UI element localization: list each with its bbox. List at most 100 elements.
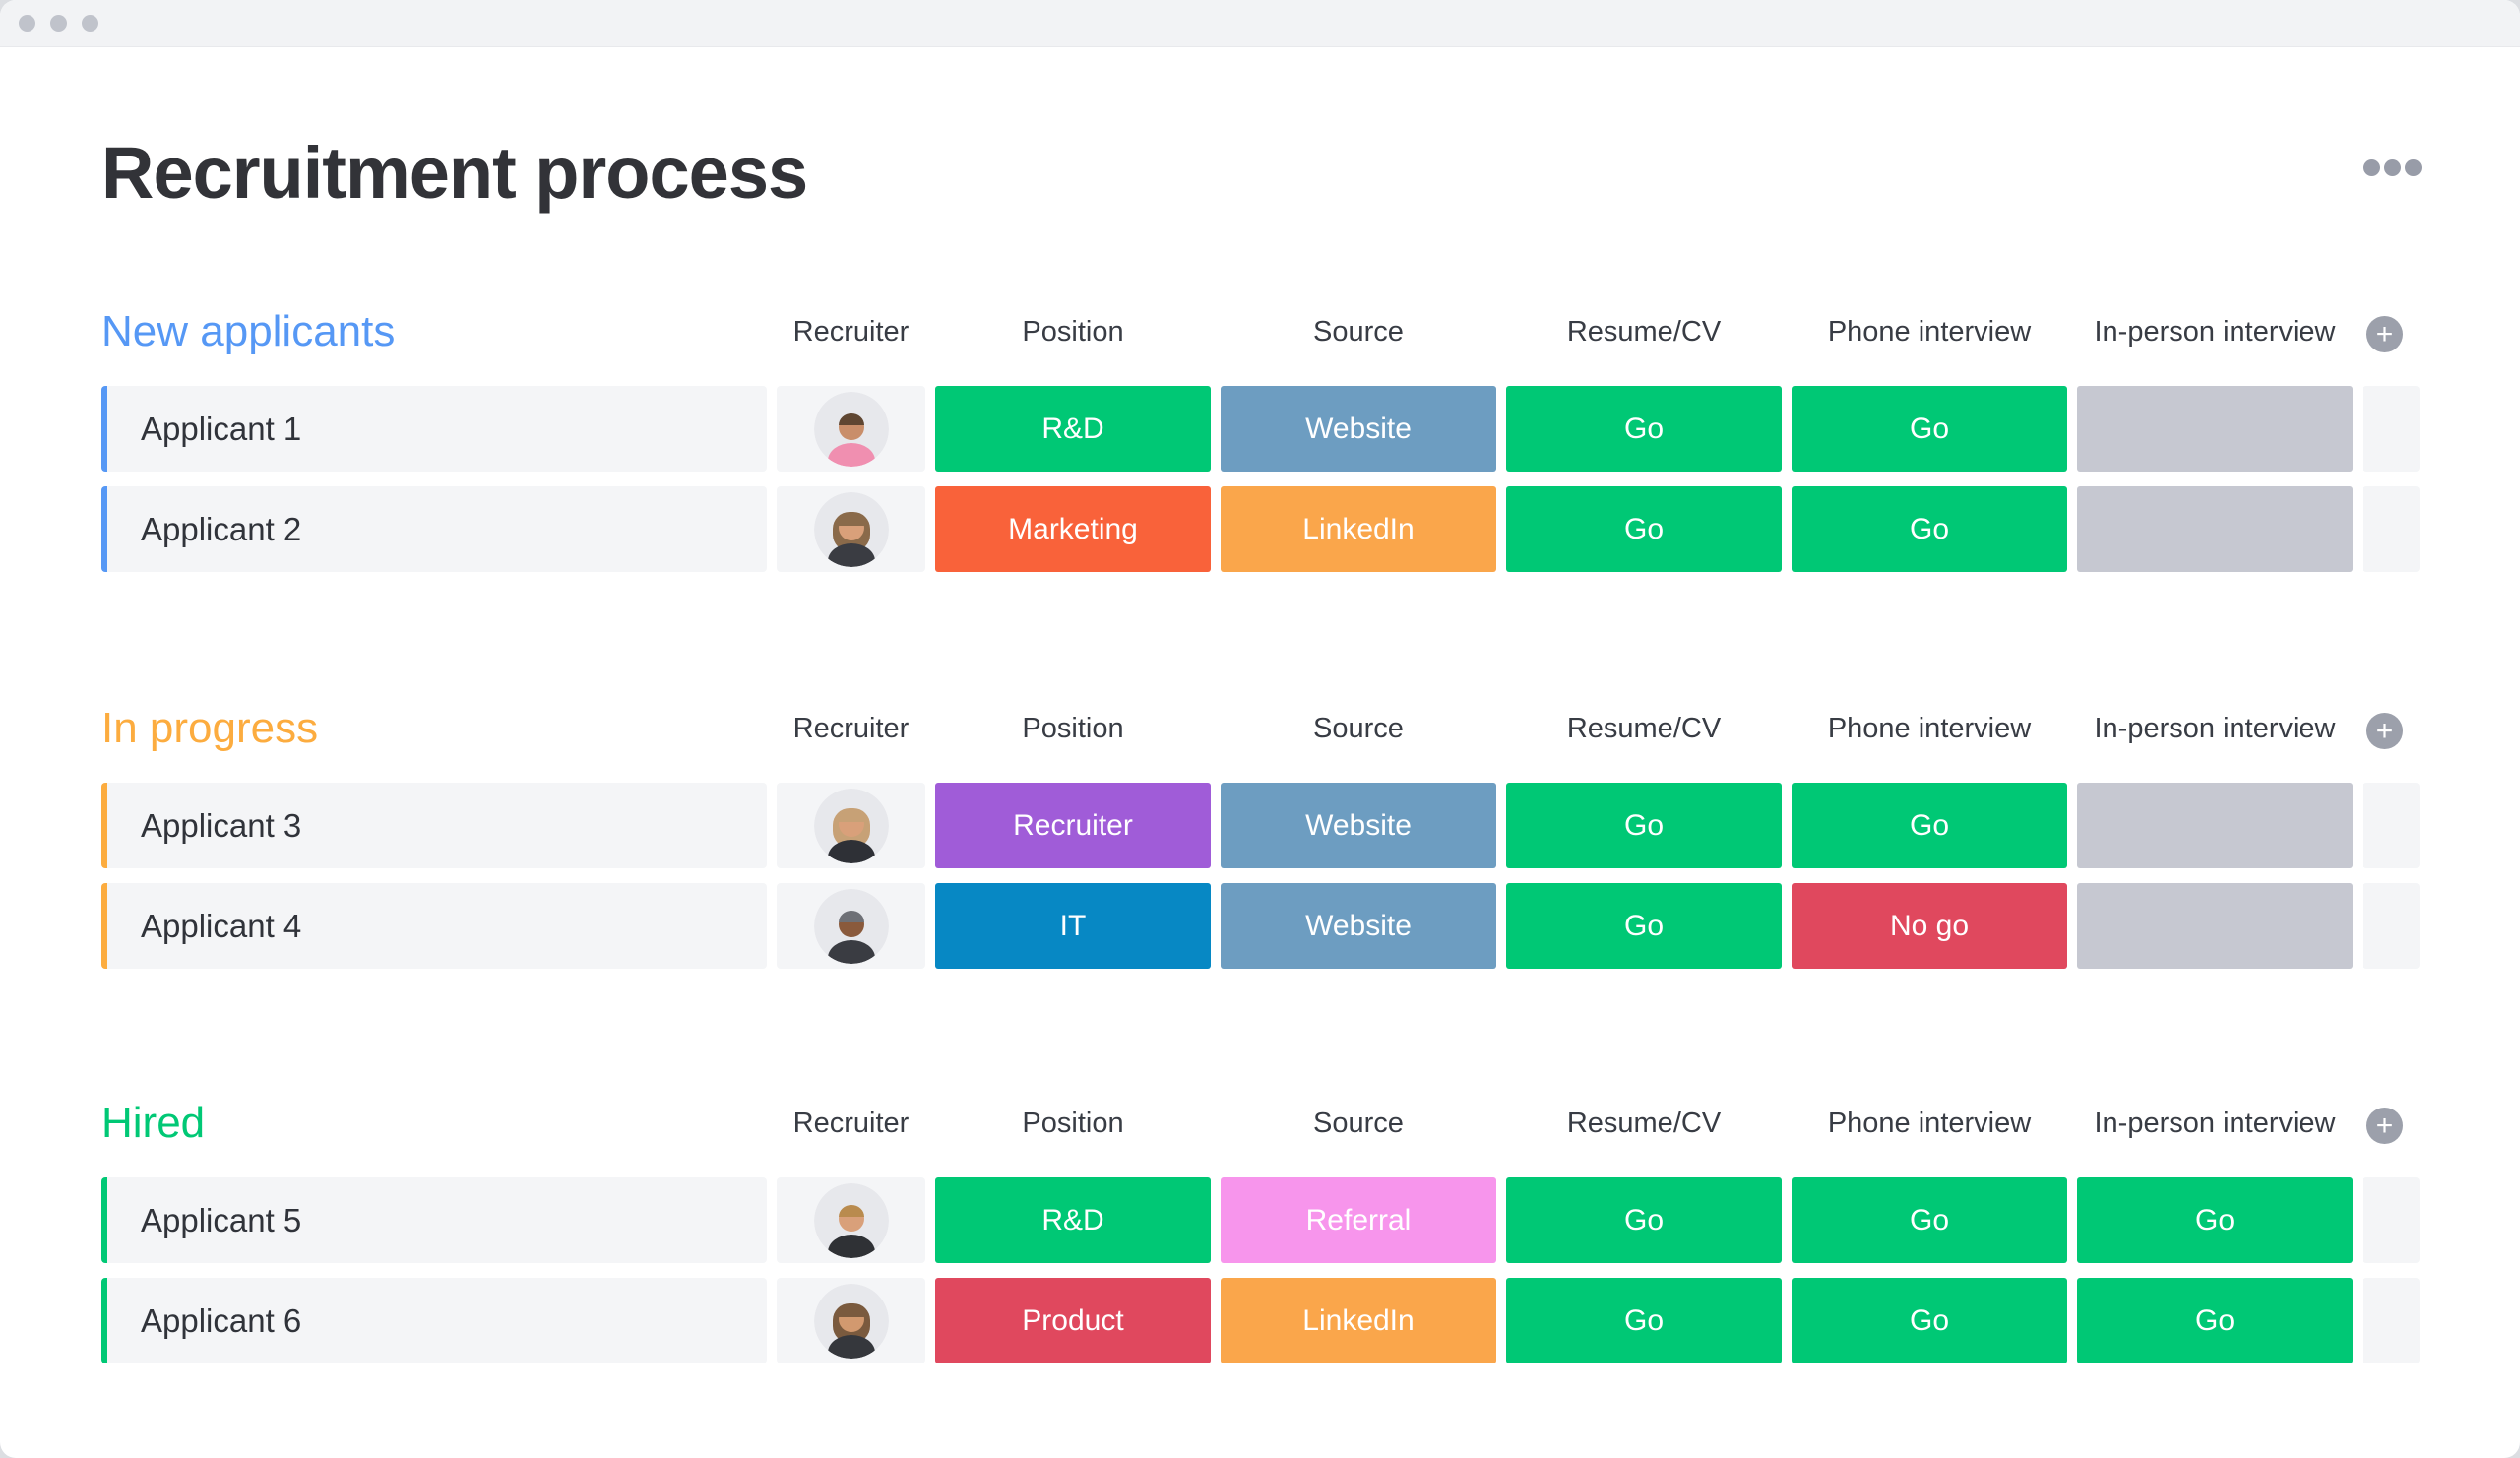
table-row: Applicant 5 R&D Referral Go Go Go <box>101 1177 2422 1264</box>
filler-cell <box>2362 1278 2420 1364</box>
filler-cell <box>2362 386 2420 473</box>
recruiter-cell[interactable] <box>777 783 925 869</box>
position-cell[interactable]: IT <box>935 883 1211 970</box>
column-header-in-person-interview[interactable]: In-person interview <box>2094 316 2336 349</box>
column-header-phone-interview[interactable]: Phone interview <box>1827 713 2032 745</box>
column-header-recruiter[interactable]: Recruiter <box>792 1108 910 1140</box>
recruiter-cell[interactable] <box>777 1278 925 1364</box>
item-name-cell[interactable]: Applicant 1 <box>101 386 767 473</box>
column-header-position[interactable]: Position <box>1022 1108 1124 1140</box>
column-header-in-person-interview[interactable]: In-person interview <box>2094 713 2336 745</box>
column-header-resume[interactable]: Resume/CV <box>1566 713 1722 745</box>
recruiter-cell[interactable] <box>777 386 925 473</box>
resume-cell[interactable]: Go <box>1506 1177 1782 1264</box>
in-person-interview-cell[interactable] <box>2077 486 2353 573</box>
in-person-interview-cell[interactable] <box>2077 783 2353 869</box>
item-name-cell[interactable]: Applicant 4 <box>101 883 767 970</box>
filler-cell <box>2362 783 2420 869</box>
table-row: Applicant 4 IT Website Go No go <box>101 883 2422 970</box>
position-cell[interactable]: R&D <box>935 386 1211 473</box>
window-control-dot[interactable] <box>50 15 67 32</box>
column-header-resume[interactable]: Resume/CV <box>1566 316 1722 349</box>
item-name-cell[interactable]: Applicant 3 <box>101 783 767 869</box>
column-header-in-person-interview[interactable]: In-person interview <box>2094 1108 2336 1140</box>
group-color-stripe <box>101 783 107 869</box>
item-name: Applicant 4 <box>141 907 302 944</box>
board-options-menu-icon[interactable] <box>2363 159 2422 176</box>
resume-cell[interactable]: Go <box>1506 783 1782 869</box>
avatar <box>813 1283 889 1359</box>
source-cell[interactable]: LinkedIn <box>1221 1278 1496 1364</box>
position-cell[interactable]: Marketing <box>935 486 1211 573</box>
column-header-resume[interactable]: Resume/CV <box>1566 1108 1722 1140</box>
avatar <box>813 888 889 964</box>
column-header-recruiter[interactable]: Recruiter <box>792 713 910 745</box>
column-header-source[interactable]: Source <box>1313 713 1404 745</box>
recruiter-cell[interactable] <box>777 883 925 970</box>
source-cell[interactable]: Website <box>1221 883 1496 970</box>
group-hired: Hired Recruiter Position Source Resume/C… <box>101 1101 2422 1364</box>
group-color-stripe <box>101 883 107 970</box>
item-name: Applicant 5 <box>141 1201 302 1238</box>
avatar <box>813 788 889 863</box>
phone-interview-cell[interactable]: No go <box>1792 883 2067 970</box>
item-name-cell[interactable]: Applicant 2 <box>101 486 767 573</box>
recruiter-cell[interactable] <box>777 486 925 573</box>
item-name: Applicant 2 <box>141 510 302 547</box>
position-cell[interactable]: R&D <box>935 1177 1211 1264</box>
window-control-dot[interactable] <box>19 15 35 32</box>
phone-interview-cell[interactable]: Go <box>1792 1177 2067 1264</box>
column-header-recruiter[interactable]: Recruiter <box>792 316 910 349</box>
window-titlebar <box>0 0 2520 47</box>
resume-cell[interactable]: Go <box>1506 486 1782 573</box>
group-title[interactable]: New applicants <box>101 306 396 355</box>
add-column-button[interactable]: + <box>2366 316 2403 353</box>
resume-cell[interactable]: Go <box>1506 386 1782 473</box>
avatar <box>813 491 889 567</box>
add-column-button[interactable]: + <box>2366 713 2403 750</box>
position-cell[interactable]: Product <box>935 1278 1211 1364</box>
source-cell[interactable]: Website <box>1221 783 1496 869</box>
source-cell[interactable]: Website <box>1221 386 1496 473</box>
recruiter-cell[interactable] <box>777 1177 925 1264</box>
column-header-position[interactable]: Position <box>1022 316 1124 349</box>
column-header-phone-interview[interactable]: Phone interview <box>1827 316 2032 349</box>
phone-interview-cell[interactable]: Go <box>1792 486 2067 573</box>
source-cell[interactable]: LinkedIn <box>1221 486 1496 573</box>
phone-interview-cell[interactable]: Go <box>1792 1278 2067 1364</box>
in-person-interview-cell[interactable] <box>2077 883 2353 970</box>
item-name-cell[interactable]: Applicant 5 <box>101 1177 767 1264</box>
phone-interview-cell[interactable]: Go <box>1792 783 2067 869</box>
in-person-interview-cell[interactable]: Go <box>2077 1177 2353 1264</box>
group-color-stripe <box>101 1278 107 1364</box>
resume-cell[interactable]: Go <box>1506 1278 1782 1364</box>
in-person-interview-cell[interactable] <box>2077 386 2353 473</box>
menu-dot <box>2363 159 2380 176</box>
avatar <box>813 1182 889 1258</box>
resume-cell[interactable]: Go <box>1506 883 1782 970</box>
phone-interview-cell[interactable]: Go <box>1792 386 2067 473</box>
source-cell[interactable]: Referral <box>1221 1177 1496 1264</box>
group-header: Hired Recruiter Position Source Resume/C… <box>101 1101 2422 1146</box>
table-row: Applicant 2 Marketing LinkedIn Go Go <box>101 486 2422 573</box>
board-content: Recruitment process New applicants Recru… <box>0 134 2520 1364</box>
avatar <box>813 391 889 467</box>
filler-cell <box>2362 486 2420 573</box>
table-row: Applicant 1 R&D Website Go Go <box>101 386 2422 473</box>
group-title[interactable]: Hired <box>101 1099 206 1148</box>
in-person-interview-cell[interactable]: Go <box>2077 1278 2353 1364</box>
window-control-dot[interactable] <box>82 15 98 32</box>
column-header-phone-interview[interactable]: Phone interview <box>1827 1108 2032 1140</box>
filler-cell <box>2362 883 2420 970</box>
add-column-button[interactable]: + <box>2366 1108 2403 1145</box>
item-name: Applicant 6 <box>141 1301 302 1339</box>
column-header-position[interactable]: Position <box>1022 713 1124 745</box>
plus-icon: + <box>2375 714 2394 747</box>
item-name-cell[interactable]: Applicant 6 <box>101 1278 767 1364</box>
column-header-source[interactable]: Source <box>1313 1108 1404 1140</box>
plus-icon: + <box>2375 317 2394 350</box>
group-title[interactable]: In progress <box>101 704 319 753</box>
column-header-source[interactable]: Source <box>1313 316 1404 349</box>
position-cell[interactable]: Recruiter <box>935 783 1211 869</box>
item-name: Applicant 1 <box>141 410 302 447</box>
